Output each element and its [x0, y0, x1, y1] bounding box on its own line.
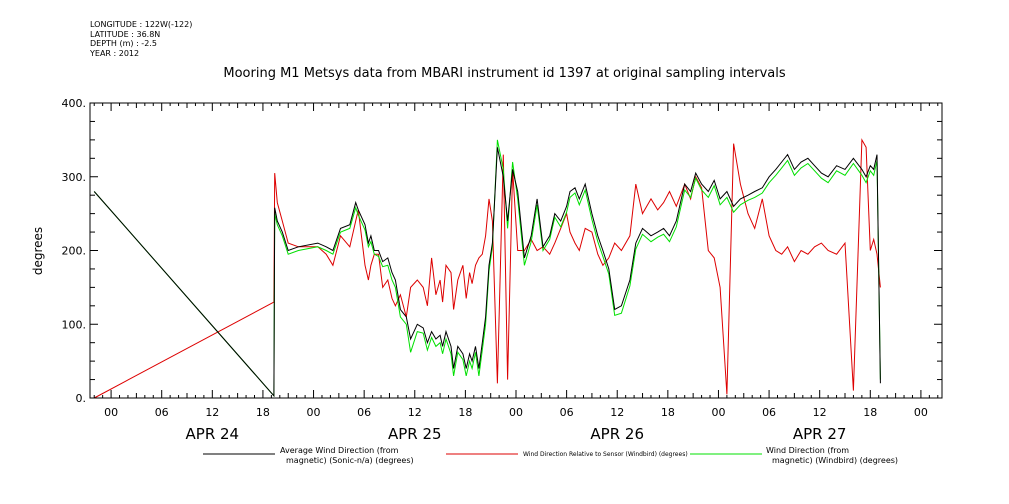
plot-frame	[89, 102, 943, 399]
x-tick-label: 18	[661, 406, 675, 419]
x-tick-label: 00	[307, 406, 321, 419]
legend-label-2: Wind Direction Relative to Sensor (Windb…	[523, 451, 688, 458]
x-tick-label: 00	[914, 406, 928, 419]
longitude-text: LONGITUDE : 122W(-122)	[90, 20, 193, 29]
year-text: YEAR : 2012	[90, 48, 140, 58]
chart-title: Mooring M1 Metsys data from MBARI instru…	[223, 66, 786, 81]
x-tick-label: 18	[458, 406, 472, 419]
y-tick-label: 0.	[76, 392, 87, 405]
legend-label-1: Average Wind Direction (from	[280, 446, 399, 455]
x-tick-label: 06	[762, 406, 776, 419]
legend-label-3-line2: magnetic) (Windbird) (degrees)	[772, 456, 898, 465]
x-tick-label: 12	[610, 406, 624, 419]
latitude-text: LATITUDE : 36.8N	[90, 29, 161, 39]
x-tick-label: 06	[560, 406, 574, 419]
x-tick-label: 06	[357, 406, 371, 419]
x-tick-label: 06	[155, 406, 169, 419]
x-tick-label: 18	[256, 406, 270, 419]
x-tick-label: 00	[509, 406, 523, 419]
day-label: APR 24	[186, 425, 240, 443]
x-tick-label: 00	[104, 406, 118, 419]
plot-border	[89, 102, 943, 399]
x-tick-label: 12	[408, 406, 422, 419]
series-line-1	[93, 147, 881, 398]
metadata-block: LONGITUDE : 122W(-122) LATITUDE : 36.8N …	[90, 20, 192, 58]
y-tick-label: 200.	[62, 245, 87, 258]
day-label: APR 25	[388, 425, 442, 443]
depth-text: DEPTH (m) : -2.5	[90, 39, 157, 48]
y-tick-label: 100.	[62, 318, 87, 331]
legend-label-3: Wind Direction (from	[766, 446, 849, 455]
series-line-2	[93, 138, 881, 399]
x-tick-label: 18	[863, 406, 877, 419]
series-line-3	[93, 139, 881, 398]
x-tick-label: 12	[205, 406, 219, 419]
x-tick-label: 12	[813, 406, 827, 419]
x-axis: 00 06 12 18 00 06 12 18 00 06 12 18 00 06 12 18 00 APR 24…	[93, 103, 939, 443]
x-tick-label: 00	[711, 406, 725, 419]
y-tick-label: 400.	[62, 97, 87, 110]
y-tick-label: 300.	[62, 171, 87, 184]
y-axis-label: degrees	[31, 227, 45, 275]
day-label: APR 26	[590, 425, 644, 443]
legend-label-1-line2: magnetic) (Sonic-n/a) (degrees)	[286, 456, 414, 465]
series-layer	[93, 138, 881, 399]
day-label: APR 27	[793, 425, 847, 443]
y-axis: 0. 100. 200. 300. 400.	[62, 97, 942, 405]
